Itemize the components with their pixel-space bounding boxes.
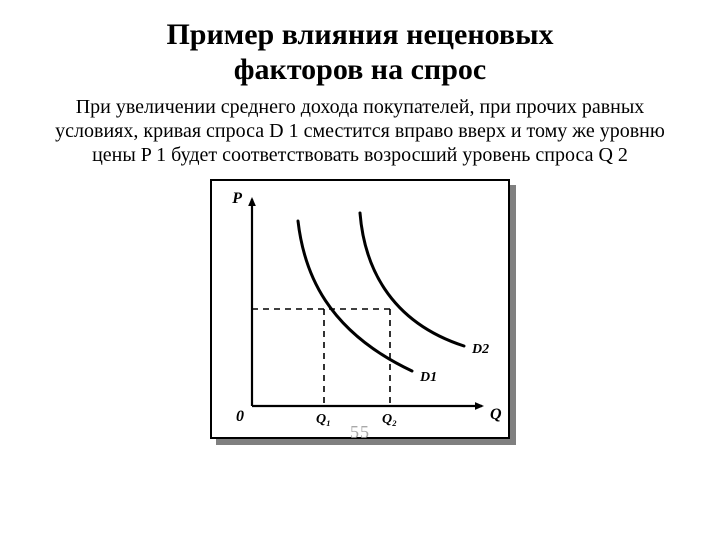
- slide-title: Пример влияния неценовых факторов на спр…: [40, 18, 680, 87]
- title-line-1: Пример влияния неценовых: [166, 18, 553, 51]
- chart-container: PQ0Q₁Q₂D1D2 55: [210, 179, 510, 439]
- chart-svg: P Q 0 Q₁ Q₂ D1 D2: [212, 181, 512, 441]
- title-line-2: факторов на спрос: [234, 53, 486, 86]
- svg-text:D1: D1: [419, 370, 437, 385]
- slide-paragraph: При увеличении среднего дохода покупател…: [40, 95, 680, 167]
- page-number: 55: [350, 422, 370, 443]
- svg-text:0: 0: [236, 408, 244, 425]
- slide-page: Пример влияния неценовых факторов на спр…: [0, 0, 720, 540]
- svg-text:Q₂: Q₂: [382, 412, 397, 427]
- svg-text:Q: Q: [490, 406, 502, 423]
- svg-text:D2: D2: [471, 342, 489, 357]
- demand-curve-chart: P Q 0 Q₁ Q₂ D1 D2: [210, 179, 510, 439]
- svg-text:P: P: [231, 190, 242, 207]
- svg-text:Q₁: Q₁: [316, 412, 331, 427]
